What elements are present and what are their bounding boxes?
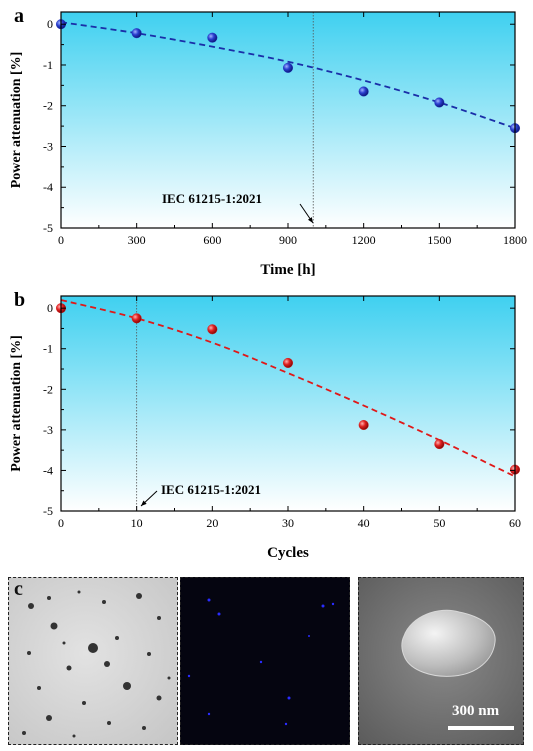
- y-tick-label: -3: [43, 139, 53, 153]
- y-tick-label: -5: [43, 221, 53, 235]
- x-tick-label: 300: [128, 233, 146, 247]
- data-point: [207, 324, 218, 335]
- fluorescence-dots: [187, 598, 335, 726]
- data-point: [207, 32, 218, 43]
- arrow-head: [141, 500, 147, 506]
- y-tick-label: 0: [47, 17, 53, 31]
- sem-image: [358, 577, 524, 745]
- y-axis-label: Power attenuation [%]: [9, 52, 24, 189]
- x-tick-label: 0: [58, 233, 64, 247]
- data-point: [358, 86, 369, 97]
- data-point: [131, 28, 142, 39]
- plot-background: [61, 296, 515, 511]
- x-tick-label: 20: [206, 516, 218, 530]
- x-tick-label: 0: [58, 516, 64, 530]
- plot-background: [61, 12, 515, 228]
- annotation-label: IEC 61215-1:2021: [161, 482, 261, 497]
- fluorescence-image: [180, 577, 350, 745]
- x-tick-label: 900: [279, 233, 297, 247]
- arrow-head: [307, 217, 313, 223]
- y-tick-label: -1: [43, 58, 53, 72]
- x-tick-label: 30: [282, 516, 294, 530]
- x-tick-label: 50: [433, 516, 445, 530]
- x-axis-label: Time [h]: [260, 262, 315, 278]
- x-tick-label: 1500: [427, 233, 451, 247]
- x-tick-label: 40: [358, 516, 370, 530]
- data-point: [283, 357, 294, 368]
- y-tick-label: -4: [43, 180, 53, 194]
- optical-micrograph-texture: [9, 578, 177, 744]
- y-tick-label: -5: [43, 504, 53, 518]
- y-axis-label: Power attenuation [%]: [9, 335, 24, 472]
- chart-panel-b: 0 10 20 30 40 50 60 0 -1 -2 -3 -4 -5 Cycles Power atte…: [9, 289, 521, 561]
- data-point: [283, 62, 294, 73]
- scale-bar: [448, 726, 514, 730]
- optical-micrograph: [8, 577, 178, 745]
- x-tick-label: 10: [131, 516, 143, 530]
- data-point: [358, 420, 369, 431]
- x-tick-label: 60: [509, 516, 521, 530]
- data-point: [434, 439, 445, 450]
- y-tick-label: -3: [43, 423, 53, 437]
- x-axis-label: Cycles: [267, 545, 309, 561]
- sem-particle: [359, 578, 523, 744]
- panel-c-label: c: [14, 578, 23, 600]
- annotation-label: IEC 61215-1:2021: [162, 191, 262, 206]
- x-tick-label: 1200: [352, 233, 376, 247]
- y-tick-label: -1: [43, 342, 53, 356]
- chart-panel-a: 0 300 600 900 1200 1500 1800 0 -1 -2 -3 -4 -5 Time [h…: [9, 5, 527, 278]
- x-tick-label: 600: [203, 233, 221, 247]
- data-point: [131, 313, 142, 324]
- y-tick-label: -2: [43, 99, 53, 113]
- y-tick-label: -2: [43, 382, 53, 396]
- panel-label: b: [14, 289, 25, 311]
- data-point: [434, 97, 445, 108]
- x-tick-label: 1800: [503, 233, 527, 247]
- y-tick-label: -4: [43, 463, 53, 477]
- y-tick-label: 0: [47, 301, 53, 315]
- panel-label: a: [14, 5, 24, 27]
- scale-bar-label: 300 nm: [452, 703, 500, 719]
- fit-curve: [60, 21, 516, 130]
